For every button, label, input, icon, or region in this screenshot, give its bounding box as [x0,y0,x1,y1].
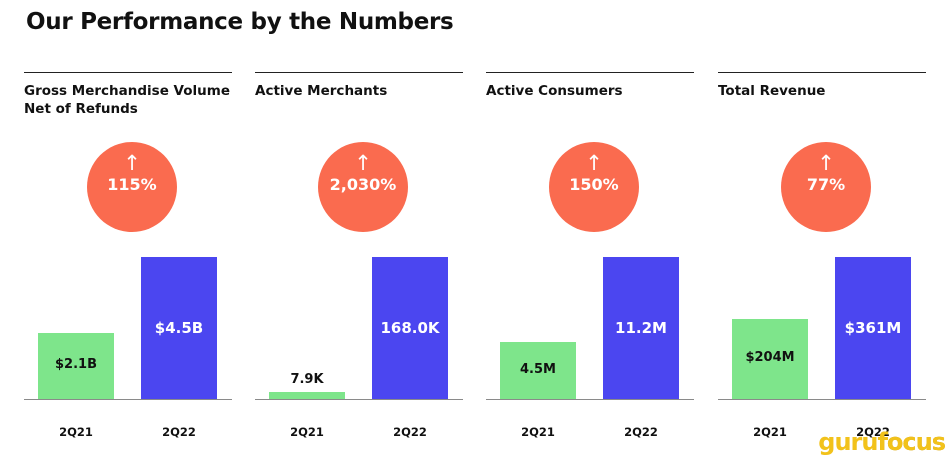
panel-divider [486,72,694,73]
panel-divider [24,72,232,73]
growth-value: 77% [806,175,846,194]
logo-text-part1: guru [818,428,878,456]
bar-value-label-2q21: $204M [745,350,795,365]
bar-2q22 [603,257,679,399]
chart-title: Active Consumers [486,83,623,99]
arrow-up-icon: ↑ [354,151,372,175]
panel-divider [255,72,463,73]
x-axis-line [255,399,463,400]
bar-2q21 [732,319,808,399]
x-tick-label: 2Q21 [59,425,93,439]
arrow-up-icon: ↑ [123,151,141,175]
bar-plot: $2.1B $4.5B [24,192,232,400]
bar-plot: 7.9K 168.0K [255,192,463,400]
page-title: Our Performance by the Numbers [26,9,454,35]
bar-value-label-2q21: 7.9K [290,372,324,387]
growth-badge: ↑ 2,030% [318,142,408,232]
x-tick-label: 2Q21 [753,425,787,439]
x-tick-label: 2Q22 [856,425,890,439]
bar-2q22 [141,257,217,399]
bar-2q21 [38,333,114,399]
bar-value-label-2q21: 4.5M [520,361,556,377]
bar-plot: $204M $361M [718,192,926,400]
chart-panel-consumers: Active Consumers ↑ 150% 4.5M 11.2M 2Q21 … [486,72,694,462]
gurufocus-logo: gurufocus [818,428,946,456]
x-axis-line [486,399,694,400]
growth-badge: ↑ 77% [781,142,871,232]
x-tick-label: 2Q21 [521,425,555,439]
growth-badge: ↑ 115% [87,142,177,232]
x-axis-line [24,399,232,400]
chart-title: Total Revenue [718,83,826,99]
x-tick-label: 2Q21 [290,425,324,439]
x-tick-label: 2Q22 [624,425,658,439]
bar-2q22 [372,257,448,399]
x-tick-label: 2Q22 [393,425,427,439]
bar-value-label-2q21: $2.1B [55,357,97,372]
x-axis-line [718,399,926,400]
bar-value-label-2q22: 11.2M [615,319,667,337]
chart-panel-revenue: Total Revenue ↑ 77% $204M $361M 2Q21 2Q2… [718,72,926,462]
panel-divider [718,72,926,73]
bar-value-label-2q22: $361M [844,319,902,337]
bar-plot: 4.5M 11.2M [486,192,694,400]
bar-2q21 [500,342,576,399]
arrow-up-icon: ↑ [585,151,603,175]
bar-value-label-2q22: 168.0K [380,319,440,337]
bar-value-label-2q22: $4.5B [154,319,204,337]
chart-title: Gross Merchandise Volume Net of Refunds [24,83,230,117]
bar-2q22 [835,257,911,399]
growth-value: 2,030% [329,175,397,194]
chart-panel-gmv: Gross Merchandise Volume Net of Refunds … [24,72,232,462]
chart-title: Active Merchants [255,83,388,99]
growth-badge: ↑ 150% [549,142,639,232]
arrow-up-icon: ↑ [817,151,835,175]
bar-2q21 [269,392,345,399]
growth-value: 115% [107,175,157,194]
logo-text-part2: focus [877,428,946,456]
growth-value: 150% [569,175,619,194]
x-tick-label: 2Q22 [162,425,196,439]
chart-panel-merchants: Active Merchants ↑ 2,030% 7.9K 168.0K 2Q… [255,72,463,462]
